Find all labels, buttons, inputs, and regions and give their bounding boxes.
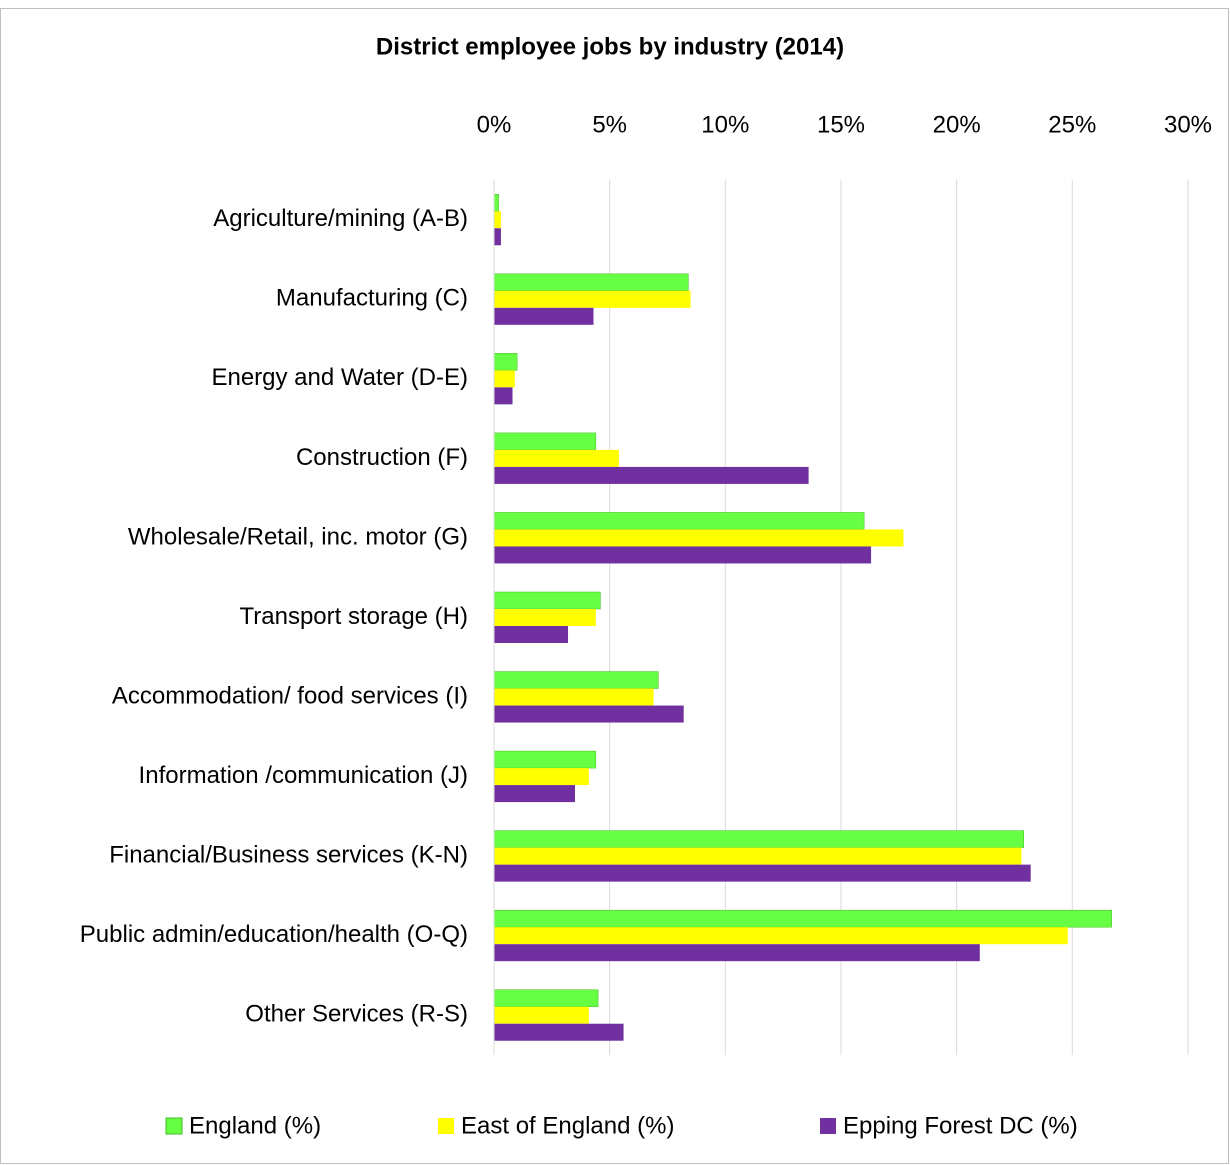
y-tick-label: Information /communication (J) bbox=[139, 762, 468, 789]
bar bbox=[494, 370, 515, 388]
y-tick-label: Accommodation/ food services (I) bbox=[112, 682, 468, 709]
x-tick-label: 30% bbox=[1164, 111, 1212, 138]
bar bbox=[494, 705, 684, 723]
bar bbox=[494, 768, 589, 786]
bar bbox=[494, 228, 501, 246]
y-tick-label: Public admin/education/health (O-Q) bbox=[80, 921, 468, 948]
x-tick-label: 10% bbox=[701, 111, 749, 138]
bar bbox=[494, 864, 1031, 882]
x-tick-label: 15% bbox=[817, 111, 865, 138]
x-tick-label: 0% bbox=[477, 111, 512, 138]
x-tick-label: 25% bbox=[1048, 111, 1096, 138]
bar bbox=[493, 273, 689, 292]
bar bbox=[494, 290, 691, 308]
bar bbox=[494, 944, 980, 962]
bar bbox=[494, 546, 872, 564]
bar bbox=[493, 909, 1112, 928]
y-tick-label: Financial/Business services (K-N) bbox=[109, 841, 468, 868]
bar bbox=[494, 785, 575, 803]
x-tick-label: 20% bbox=[933, 111, 981, 138]
bar bbox=[494, 387, 513, 405]
bar bbox=[493, 989, 599, 1007]
y-tick-label: Agriculture/mining (A-B) bbox=[213, 205, 468, 232]
bar bbox=[493, 194, 499, 212]
y-tick-label: Construction (F) bbox=[296, 444, 468, 471]
legend-swatch bbox=[165, 1117, 183, 1135]
legend-label: East of England (%) bbox=[461, 1112, 674, 1139]
bar bbox=[493, 830, 1025, 848]
bar bbox=[494, 307, 594, 325]
bar bbox=[494, 1023, 624, 1041]
x-tick-label: 5% bbox=[592, 111, 627, 138]
legend-label: Epping Forest DC (%) bbox=[843, 1112, 1078, 1139]
bar bbox=[494, 609, 596, 626]
chart-title: District employee jobs by industry (2014… bbox=[376, 33, 844, 60]
bar bbox=[494, 847, 1022, 865]
legend-swatch bbox=[438, 1118, 454, 1134]
bar bbox=[494, 927, 1068, 945]
y-tick-label: Other Services (R-S) bbox=[245, 1001, 468, 1028]
bar bbox=[493, 432, 597, 451]
chart-frame bbox=[0, 8, 1229, 1164]
bar bbox=[493, 353, 518, 371]
bar bbox=[493, 512, 865, 530]
y-tick-label: Wholesale/Retail, inc. motor (G) bbox=[128, 523, 468, 550]
bar bbox=[494, 211, 501, 229]
bar bbox=[494, 626, 569, 643]
legend-label: England (%) bbox=[189, 1112, 321, 1139]
legend-swatch bbox=[820, 1118, 836, 1134]
y-tick-label: Transport storage (H) bbox=[239, 603, 468, 630]
y-tick-label: Manufacturing (C) bbox=[276, 285, 468, 312]
bar bbox=[494, 529, 904, 547]
bar bbox=[494, 688, 654, 706]
bar bbox=[494, 449, 619, 467]
bar bbox=[494, 1006, 589, 1024]
bar bbox=[493, 591, 601, 610]
bar bbox=[494, 466, 809, 484]
y-tick-label: Energy and Water (D-E) bbox=[211, 364, 468, 391]
bar bbox=[493, 750, 597, 769]
bar bbox=[493, 671, 659, 689]
